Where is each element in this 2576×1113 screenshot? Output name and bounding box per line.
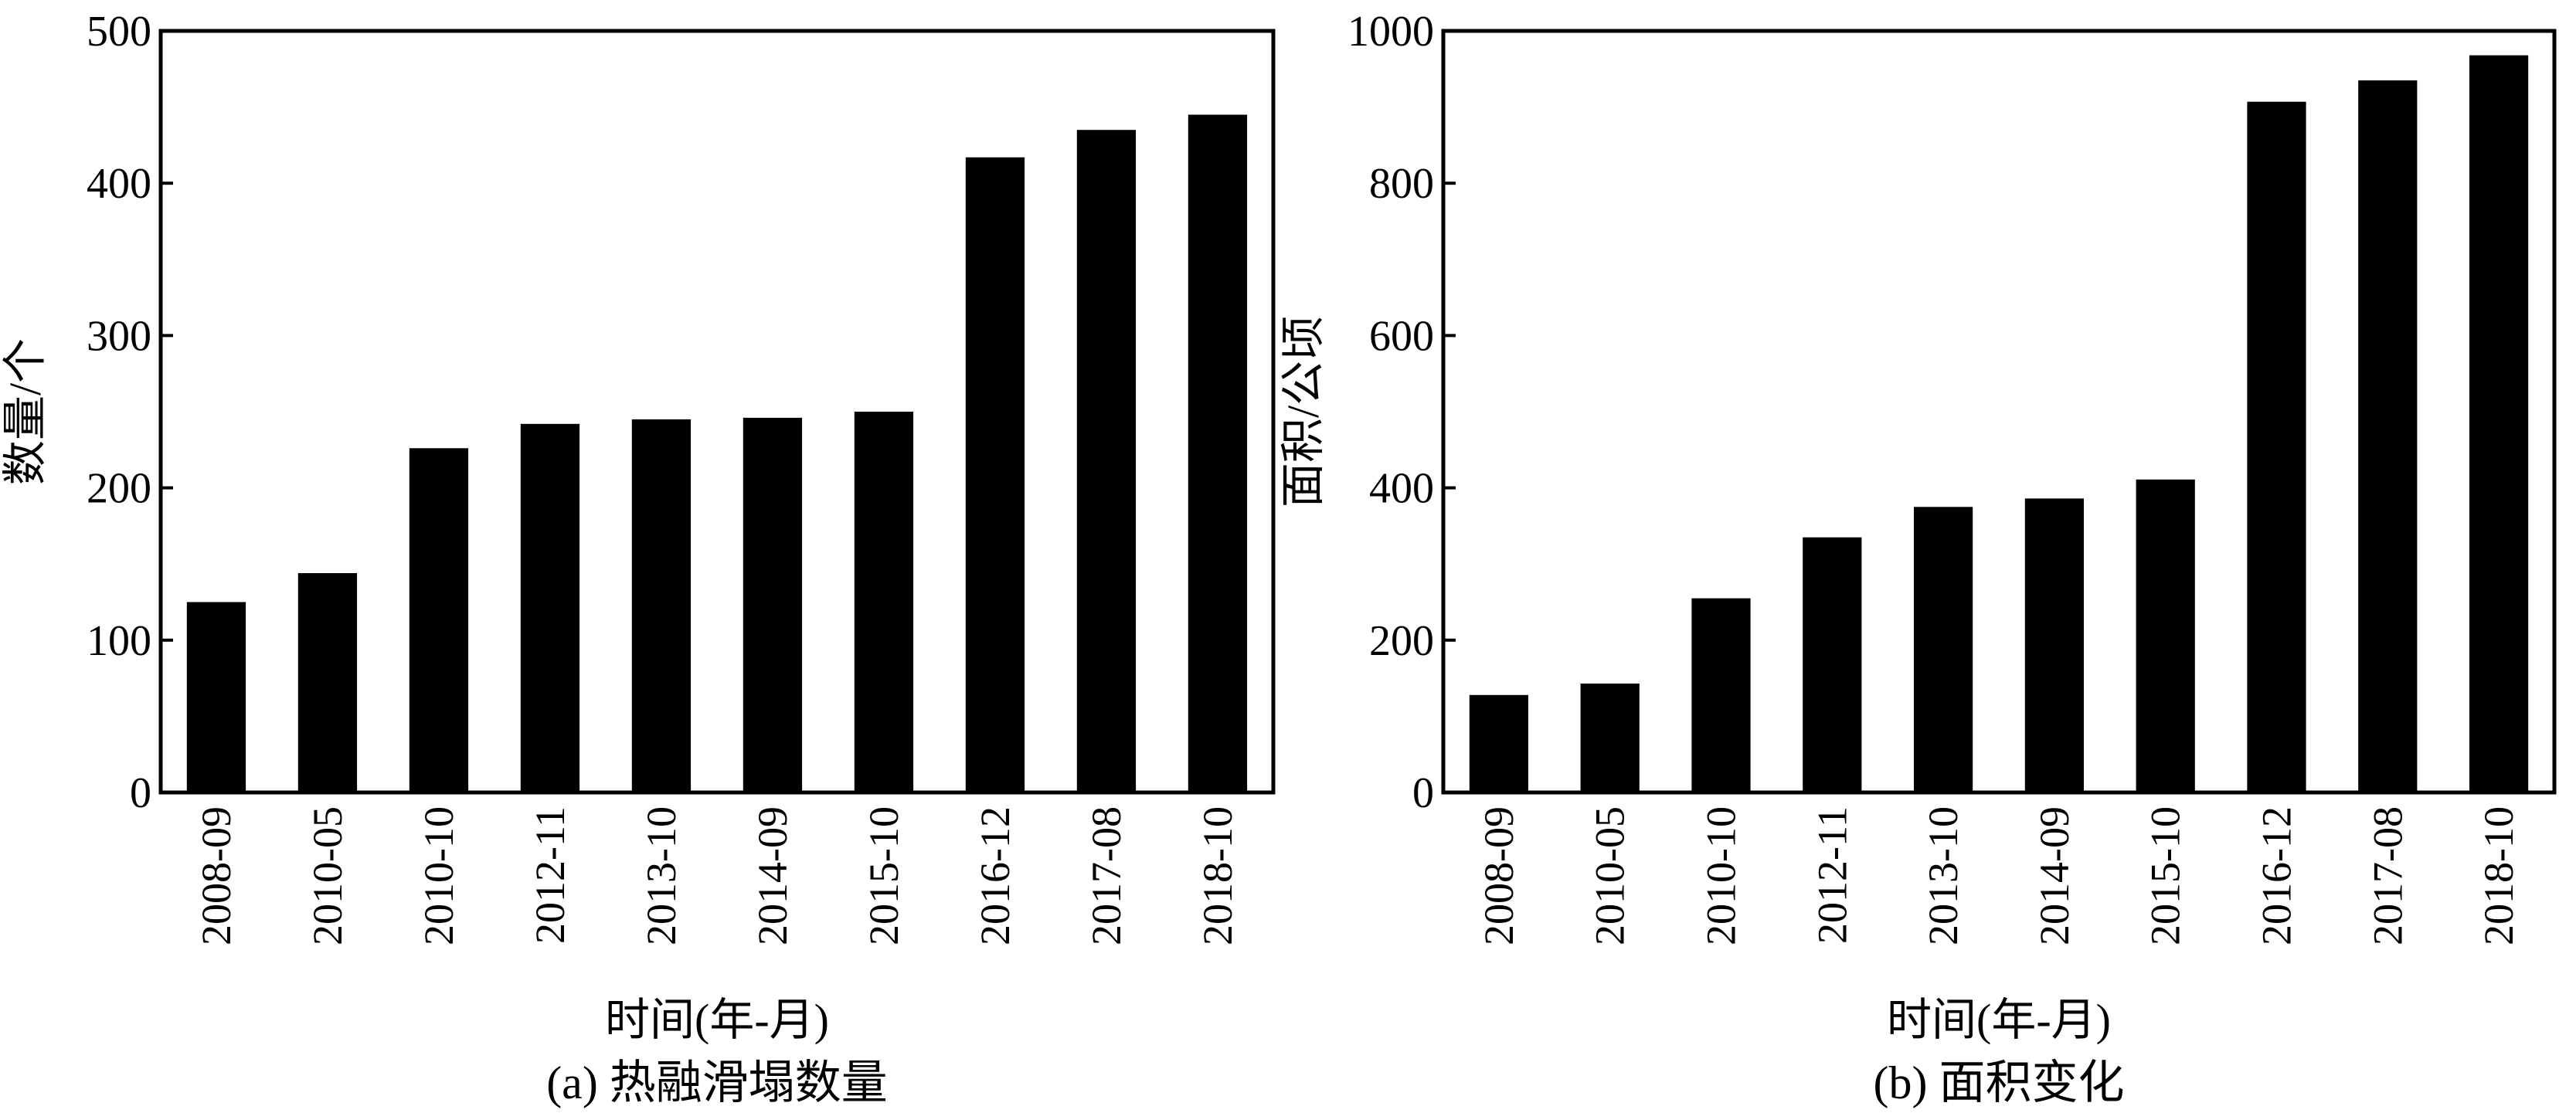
y-tick-label: 400 bbox=[87, 160, 151, 208]
x-tick-label: 2008-09 bbox=[193, 806, 240, 945]
y-tick-label: 100 bbox=[87, 617, 151, 665]
plot-frame bbox=[158, 29, 1276, 795]
bar-2017-08 bbox=[1076, 130, 1137, 792]
bar-2016-12 bbox=[2247, 101, 2306, 792]
x-tick-label: 2008-09 bbox=[1476, 806, 1522, 945]
y-axis-title: 面积/公顷 bbox=[1278, 316, 1328, 507]
y-tick-label: 300 bbox=[87, 312, 151, 360]
chart-caption: (a) 热融滑塌数量 bbox=[546, 1057, 888, 1108]
bar-2013-10 bbox=[631, 419, 692, 792]
x-tick-label: 2016-12 bbox=[2254, 806, 2300, 945]
x-tick-label: 2016-12 bbox=[972, 806, 1018, 945]
x-tick-label: 2017-08 bbox=[1083, 806, 1130, 945]
x-tick-label: 2010-05 bbox=[304, 806, 351, 945]
x-tick-label: 2014-09 bbox=[2031, 806, 2078, 945]
x-tick-label: 2010-10 bbox=[1698, 806, 1745, 945]
bar-2014-09 bbox=[743, 417, 803, 792]
x-axis-title: 时间(年-月) bbox=[1887, 995, 2111, 1045]
x-tick-label: 2017-08 bbox=[2364, 806, 2411, 945]
x-tick-label: 2018-10 bbox=[1195, 806, 1241, 945]
bar-2008-09 bbox=[186, 602, 246, 792]
x-tick-label: 2015-10 bbox=[2143, 806, 2189, 945]
bar-2012-11 bbox=[1803, 537, 1862, 792]
x-tick-label: 2015-10 bbox=[861, 806, 907, 945]
y-tick-label: 500 bbox=[87, 8, 151, 56]
y-tick-label: 600 bbox=[1369, 312, 1434, 360]
bar-2018-10 bbox=[1188, 114, 1248, 792]
x-tick-label: 2010-10 bbox=[416, 806, 462, 945]
bar-2013-10 bbox=[1914, 507, 1973, 793]
bar-2008-09 bbox=[1469, 694, 1528, 792]
y-tick-label: 200 bbox=[87, 465, 151, 513]
bar-2014-09 bbox=[2024, 498, 2084, 792]
bar-2010-05 bbox=[297, 573, 358, 792]
bar-2010-10 bbox=[409, 448, 469, 792]
x-tick-label: 2014-09 bbox=[749, 806, 796, 945]
x-tick-label: 2012-11 bbox=[1809, 806, 1855, 944]
y-axis-title: 数量/个 bbox=[0, 338, 50, 485]
x-tick-label: 2013-10 bbox=[1920, 806, 1966, 945]
bar-2015-10 bbox=[2136, 479, 2195, 792]
x-tick-label: 2013-10 bbox=[638, 806, 685, 945]
bar-2016-12 bbox=[965, 157, 1025, 792]
y-tick-label: 1000 bbox=[1347, 8, 1434, 56]
plot-frame bbox=[1441, 29, 2557, 795]
y-tick-label: 400 bbox=[1369, 465, 1434, 513]
x-axis-title: 时间(年-月) bbox=[605, 995, 829, 1045]
y-tick-label: 0 bbox=[1412, 769, 1434, 817]
chart-panel-b: 2008-09 2010-05 2010-10 2012-11 2013-10 2014-… bbox=[1278, 8, 2557, 1108]
x-tick-label: 2018-10 bbox=[2476, 806, 2522, 945]
y-tick-label: 200 bbox=[1369, 617, 1434, 665]
chart-panel-a: 2008-09 2010-05 2010-10 2012-11 2013-10 2014-… bbox=[0, 8, 1276, 1108]
bar-2018-10 bbox=[2469, 55, 2529, 793]
x-tick-label: 2010-05 bbox=[1587, 806, 1633, 945]
y-tick-label: 0 bbox=[130, 769, 151, 817]
x-tick-label: 2012-11 bbox=[527, 806, 573, 944]
bar-2017-08 bbox=[2358, 80, 2418, 793]
y-tick-label: 800 bbox=[1369, 160, 1434, 208]
bar-2010-05 bbox=[1580, 684, 1640, 792]
bar-2015-10 bbox=[854, 412, 914, 792]
bar-2012-11 bbox=[520, 423, 580, 792]
chart-caption: (b) 面积变化 bbox=[1874, 1057, 2125, 1108]
bar-2010-10 bbox=[1691, 598, 1751, 792]
